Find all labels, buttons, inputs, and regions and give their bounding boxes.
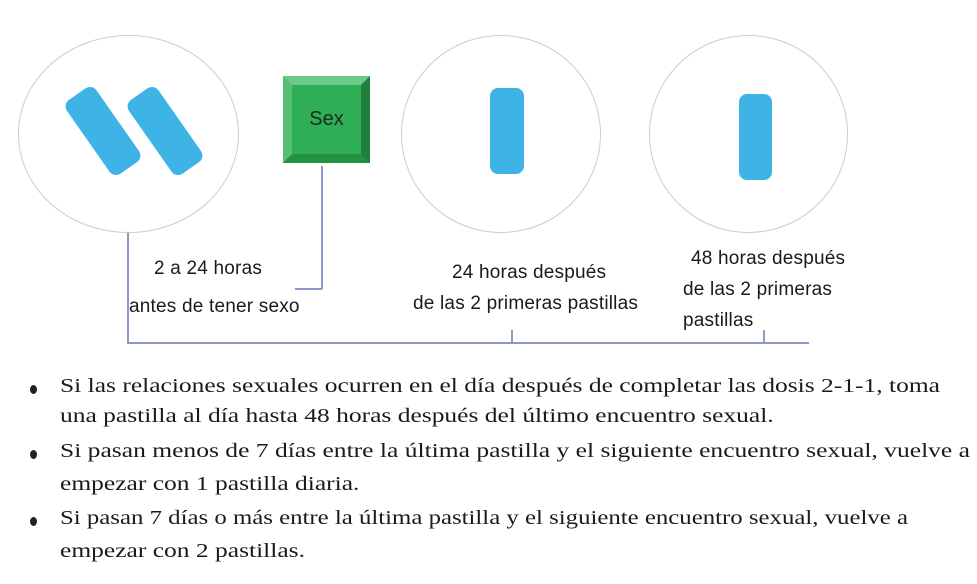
bullet-icon — [30, 517, 37, 526]
step3-label-line1: 48 horas después — [691, 248, 846, 269]
pill-icon — [490, 88, 524, 174]
step3-label-line2: de las 2 primeras — [683, 279, 833, 300]
step2-label-line2: de las 2 primeras pastillas — [413, 293, 639, 314]
timeline-horizontal-line — [127, 342, 809, 344]
sex-connector-vertical — [321, 166, 323, 289]
bullet-icon — [30, 450, 37, 459]
step1-label-line1: 2 a 24 horas — [154, 258, 263, 279]
step2-circle — [401, 35, 601, 233]
bullet-2-line2: empezar con 1 pastilla diaria. — [60, 473, 360, 495]
sex-box: Sex — [283, 76, 370, 163]
step2-label-line1: 24 horas después — [452, 262, 607, 283]
bullet-1-line2: una pastilla al día hasta 48 horas despu… — [60, 405, 774, 427]
sex-connector-horizontal — [295, 288, 322, 290]
step1-label-line2: antes de tener sexo — [129, 296, 300, 317]
bullet-icon — [30, 385, 37, 394]
step3-circle — [649, 35, 848, 233]
tick-step2 — [511, 330, 513, 342]
bullet-2-line1: Si pasan menos de 7 días entre la última… — [60, 440, 971, 462]
pill-icon — [739, 94, 772, 180]
step3-label-line3: pastillas — [683, 310, 754, 331]
bullet-3-line2: empezar con 2 pastillas. — [60, 540, 305, 562]
bullet-1-line1: Si las relaciones sexuales ocurren en el… — [60, 375, 940, 397]
sex-box-label: Sex — [309, 108, 344, 130]
pill-icon — [124, 83, 206, 179]
timeline-vertical-line — [127, 232, 129, 343]
bullet-3-line1: Si pasan 7 días o más entre la última pa… — [60, 507, 908, 529]
step1-circle — [18, 35, 239, 233]
tick-step3 — [763, 330, 765, 342]
